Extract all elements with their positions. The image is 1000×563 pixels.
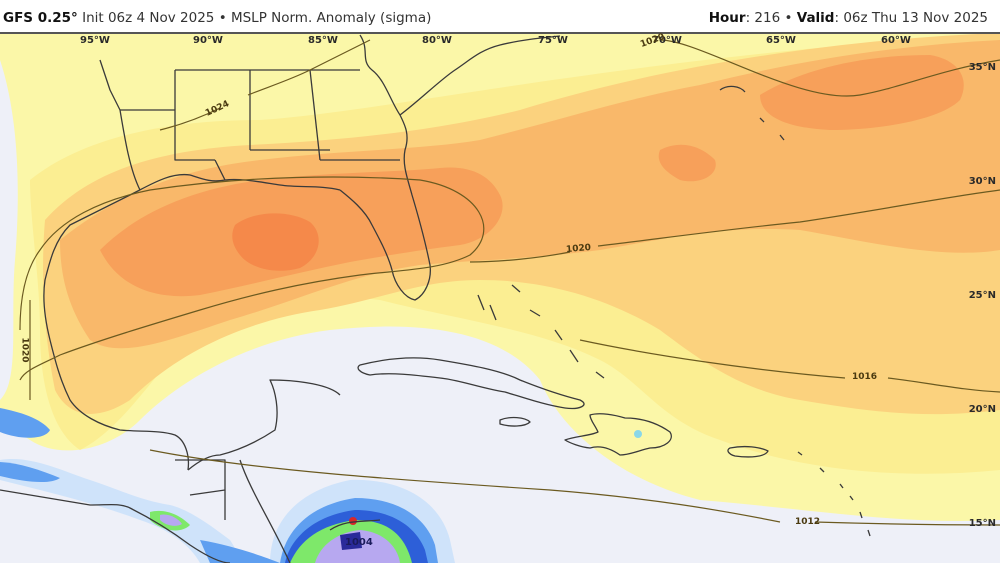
forecast-time: Hour: 216 • Valid: 06z Thu 13 Nov 2025 [709, 10, 988, 26]
weather-map [0, 33, 1000, 563]
hour-label: Hour [708, 10, 746, 26]
hour-value: : 216 [745, 10, 781, 26]
longitude-label: 65°W [766, 35, 796, 46]
latitude-label: 20°N [968, 404, 996, 415]
valid-value: : 06z Thu 13 Nov 2025 [834, 10, 988, 26]
separator: • [784, 10, 793, 26]
longitude-label: 95°W [80, 35, 110, 46]
model-name: GFS 0.25° [3, 10, 78, 26]
latitude-label: 25°N [968, 290, 996, 301]
init-time: Init 06z 4 Nov 2025 [82, 10, 215, 26]
map-header: GFS 0.25° Init 06z 4 Nov 2025 • MSLP Nor… [0, 0, 1000, 33]
isobar-label: 1012 [795, 517, 821, 527]
longitude-label: 70°W [652, 35, 682, 46]
longitude-label: 90°W [193, 35, 223, 46]
isobar-label: 1020 [19, 337, 30, 363]
latitude-label: 30°N [968, 176, 996, 187]
valid-label: Valid [796, 10, 835, 26]
low-pressure-center-label: 1004 [345, 537, 373, 548]
latitude-label: 35°N [968, 62, 996, 73]
longitude-label: 60°W [881, 35, 911, 46]
map-title: GFS 0.25° Init 06z 4 Nov 2025 • MSLP Nor… [3, 10, 431, 26]
anomaly-field [0, 33, 1000, 563]
separator: • [218, 10, 227, 26]
longitude-label: 80°W [422, 35, 452, 46]
isobar-label: 1016 [852, 372, 878, 382]
map-border-top [0, 32, 1000, 34]
latitude-label: 15°N [968, 518, 996, 529]
longitude-label: 75°W [538, 35, 568, 46]
field-name: MSLP Norm. Anomaly (sigma) [230, 10, 432, 26]
longitude-label: 85°W [308, 35, 338, 46]
